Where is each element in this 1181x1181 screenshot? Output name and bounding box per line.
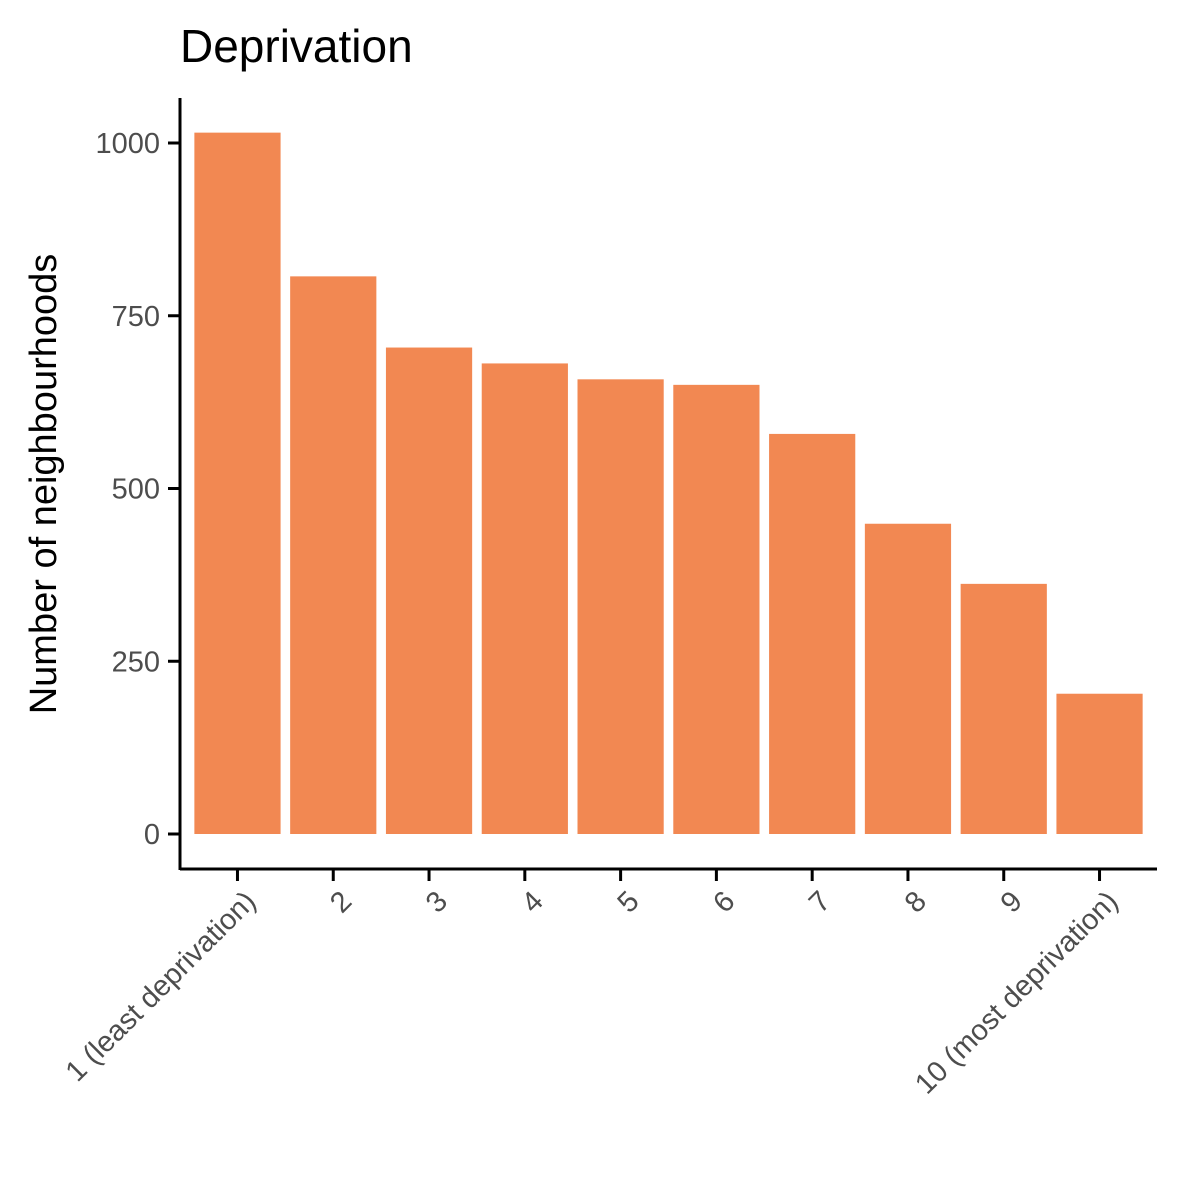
y-axis-ticks: 0 250 500 750 1000 bbox=[95, 128, 180, 851]
y-tick-label: 500 bbox=[112, 474, 160, 506]
y-tick-label: 750 bbox=[112, 301, 160, 333]
bar-3 bbox=[385, 347, 473, 834]
x-tick-label: 2 bbox=[324, 885, 358, 919]
x-tick-label: 3 bbox=[420, 885, 454, 919]
bar-5 bbox=[577, 379, 664, 834]
bar-8 bbox=[864, 523, 952, 834]
chart-title: Deprivation bbox=[180, 20, 413, 72]
x-tick-label: 1 (least deprivation) bbox=[60, 885, 263, 1088]
bar-9 bbox=[960, 583, 1047, 834]
y-tick-label: 0 bbox=[144, 819, 160, 851]
x-tick-label: 7 bbox=[803, 885, 837, 919]
bar-6 bbox=[673, 384, 760, 834]
x-tick-label: 6 bbox=[707, 885, 741, 919]
x-tick-label: 8 bbox=[899, 885, 933, 919]
bar-7 bbox=[769, 433, 856, 834]
bar-4 bbox=[481, 363, 568, 834]
x-tick-label: 5 bbox=[612, 885, 646, 919]
bar-2 bbox=[290, 276, 377, 834]
x-tick-label: 4 bbox=[516, 885, 550, 919]
bars-group bbox=[194, 132, 1143, 834]
y-tick-label: 1000 bbox=[95, 128, 160, 160]
y-axis-label: Number of neighbourhoods bbox=[23, 254, 65, 715]
x-tick-label: 9 bbox=[995, 885, 1029, 919]
x-axis-ticks: 1 (least deprivation) 2 3 4 5 6 7 8 910 (most de… bbox=[60, 869, 1124, 1101]
y-tick-label: 250 bbox=[112, 646, 160, 678]
bar-1 bbox=[194, 132, 281, 834]
bar-10 bbox=[1056, 693, 1143, 834]
